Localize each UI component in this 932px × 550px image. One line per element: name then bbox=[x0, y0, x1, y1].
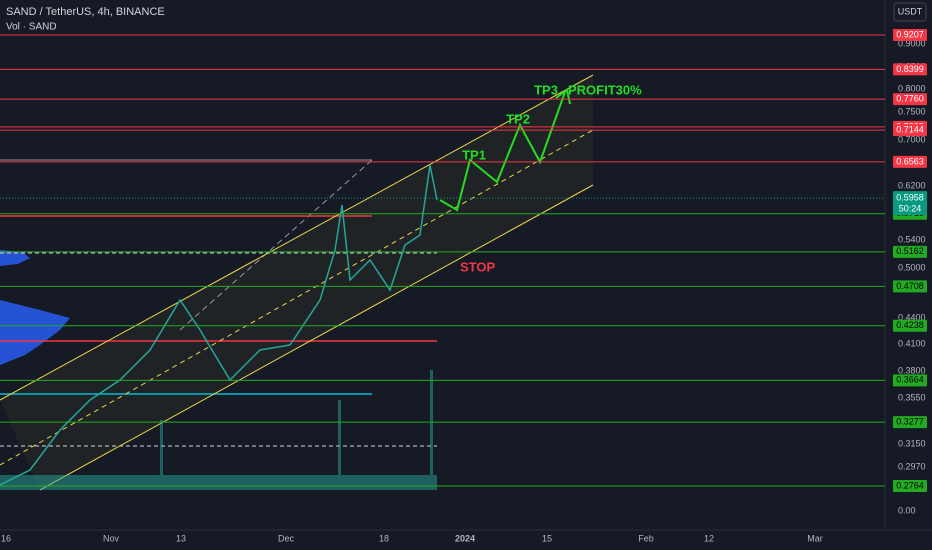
level-tag bbox=[893, 93, 927, 106]
trend-line bbox=[179, 159, 373, 331]
volume-bar bbox=[160, 420, 163, 490]
annotation: PROFIT30% bbox=[568, 82, 642, 97]
price-tick-label: 0.2970 bbox=[898, 461, 926, 471]
price-tick-label: 0.4400 bbox=[898, 312, 926, 322]
price-tick-label: 0.7500 bbox=[898, 106, 926, 116]
channel-fill bbox=[0, 75, 593, 490]
price-tick-label: 0.00 bbox=[898, 505, 916, 515]
price-tag bbox=[893, 191, 927, 216]
currency-label[interactable]: USDT bbox=[898, 6, 923, 16]
time-tick-label: 15 bbox=[542, 533, 552, 543]
price-tick-label: 0.8000 bbox=[898, 83, 926, 93]
time-tick-label: 12 bbox=[704, 533, 714, 543]
level-label: 0.8399 bbox=[896, 64, 924, 74]
volume-bar bbox=[0, 475, 437, 490]
volume-label: Vol · SAND bbox=[6, 22, 57, 33]
annotation: STOP bbox=[460, 259, 495, 274]
level-label: 0.4708 bbox=[896, 281, 924, 291]
level-label: 0.2764 bbox=[896, 480, 924, 490]
channel-lower bbox=[39, 184, 594, 491]
time-tick-label: Mar bbox=[807, 533, 823, 543]
price-tick-label: 0.5000 bbox=[898, 262, 926, 272]
level-tag bbox=[893, 479, 927, 492]
level-tag bbox=[893, 280, 927, 293]
volume-profile bbox=[0, 250, 30, 266]
price-tick-label: 0.6200 bbox=[898, 180, 926, 190]
time-tick-label: 16 bbox=[1, 533, 11, 543]
price-tick-label: 0.4100 bbox=[898, 338, 926, 348]
level-tag bbox=[893, 155, 927, 168]
level-label: 0.9207 bbox=[896, 29, 924, 39]
time-tick-label: Dec bbox=[278, 533, 295, 543]
price-path bbox=[0, 164, 438, 486]
price-tick-label: 0.3550 bbox=[898, 392, 926, 402]
level-label: 0.3277 bbox=[896, 417, 924, 427]
price-tick-label: 0.3150 bbox=[898, 438, 926, 448]
time-tick-label: 2024 bbox=[455, 533, 475, 543]
level-tag bbox=[893, 29, 927, 41]
currency-button[interactable] bbox=[893, 2, 927, 22]
price-tick-label: 0.3800 bbox=[898, 365, 926, 375]
symbol-title: SAND / TetherUS, 4h, BINANCE bbox=[6, 6, 165, 18]
countdown: 50:24 bbox=[899, 203, 922, 213]
level-label: 0.3664 bbox=[896, 375, 924, 385]
price-tick-label: 0.5400 bbox=[898, 234, 926, 244]
drawing-layer bbox=[0, 74, 594, 491]
level-tag bbox=[893, 374, 927, 387]
channel-upper bbox=[0, 74, 594, 401]
annotation: TP1 bbox=[462, 147, 486, 162]
level-label: 0.5162 bbox=[896, 246, 924, 256]
channel-middle bbox=[0, 129, 594, 466]
volume-bar bbox=[338, 400, 341, 490]
volume-bar bbox=[430, 370, 433, 490]
time-tick-label: 13 bbox=[176, 533, 186, 543]
level-tag bbox=[893, 319, 927, 332]
price-tick-label: 0.9000 bbox=[898, 38, 926, 48]
level-tag bbox=[893, 63, 927, 76]
level-label: 0.7760 bbox=[896, 93, 924, 103]
volume-profile bbox=[0, 300, 70, 365]
level-tag bbox=[893, 124, 927, 137]
time-tick-label: 18 bbox=[379, 533, 389, 543]
current-price: 0.5958 bbox=[896, 192, 924, 202]
level-tag bbox=[893, 245, 927, 258]
annotation: TP2 bbox=[506, 111, 530, 126]
level-label: 0.7144 bbox=[896, 124, 924, 134]
time-tick-label: Nov bbox=[103, 533, 120, 543]
time-tick-label: Feb bbox=[638, 533, 654, 543]
level-label: 0.6563 bbox=[896, 156, 924, 166]
annotation: TP3 bbox=[534, 82, 558, 97]
price-tick-label: 0.7000 bbox=[898, 134, 926, 144]
level-label: 0.4238 bbox=[896, 320, 924, 330]
level-tag bbox=[893, 416, 927, 429]
